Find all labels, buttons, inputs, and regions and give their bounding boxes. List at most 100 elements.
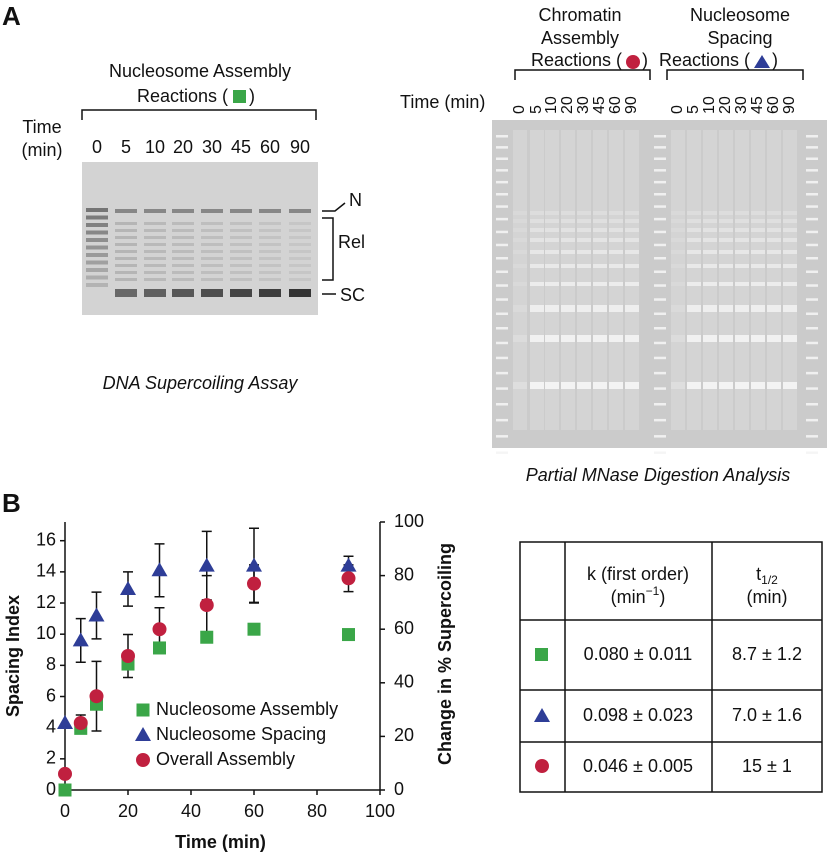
gel-band [545, 238, 559, 242]
gel-band [625, 238, 639, 242]
gel-band [625, 228, 639, 232]
lane-label: 60 [607, 96, 624, 114]
ladder-band [496, 205, 508, 208]
gel-band [671, 211, 685, 215]
lane-smear [577, 130, 591, 430]
ladder-band [806, 418, 818, 422]
gel-band [259, 289, 281, 297]
gel-band [86, 238, 108, 242]
gel-band [735, 282, 749, 286]
gel-band [625, 282, 639, 286]
gel-band [719, 282, 733, 286]
y-tick-label: 16 [36, 529, 56, 549]
triangle-icon [754, 55, 770, 68]
gel-band [259, 229, 281, 232]
lane-label: 60 [260, 137, 280, 157]
lane-smear [751, 130, 765, 430]
time-label: Time (min) [400, 92, 485, 112]
gel-band [115, 229, 137, 232]
x-tick-label: 40 [181, 801, 201, 821]
gel-band [230, 222, 252, 225]
ladder-band [806, 284, 818, 287]
lane-label: 20 [559, 96, 576, 114]
ladder-band [496, 284, 508, 287]
gel-title: Spacing [707, 28, 772, 48]
table-cell: 15 ± 1 [742, 756, 792, 776]
gel-band [593, 382, 607, 389]
gel-band [625, 382, 639, 389]
ladder-band [654, 135, 666, 138]
gel-band [767, 211, 781, 215]
gel-band [751, 335, 765, 342]
gel-band [735, 382, 749, 389]
time-label: (min) [22, 140, 63, 160]
gel-band [289, 209, 311, 213]
gel-band [561, 238, 575, 242]
gel-band [513, 211, 527, 215]
marker [89, 689, 104, 704]
gel-band [767, 250, 781, 254]
gel-band [671, 335, 685, 342]
gel-band [577, 282, 591, 286]
gel-band [783, 382, 797, 389]
gel-band [259, 257, 281, 260]
marker [58, 766, 72, 781]
gel-band [751, 305, 765, 312]
gel-band [671, 305, 685, 312]
gel-band [230, 289, 252, 297]
gel-band [86, 268, 108, 272]
ladder-band [654, 284, 666, 287]
lane-label: 10 [543, 96, 560, 114]
gel-band [735, 228, 749, 232]
gel-band [201, 278, 223, 281]
gel-band [719, 264, 733, 268]
gel-band [767, 382, 781, 389]
gel-band [201, 209, 223, 213]
gel-band [172, 236, 194, 239]
marker [247, 622, 261, 636]
gel-band [115, 222, 137, 225]
gel-band [751, 238, 765, 242]
ladder-band [496, 298, 508, 301]
ladder-band [496, 451, 508, 454]
bracket [514, 69, 651, 80]
gel-band [86, 230, 108, 235]
gel-band [230, 229, 252, 232]
gel-band [259, 264, 281, 267]
gel-band [577, 250, 591, 254]
gel-band [115, 243, 137, 246]
gel-band [561, 335, 575, 342]
gel-band [115, 236, 137, 239]
lane-smear [719, 130, 733, 430]
y-tick-label: 8 [46, 654, 56, 674]
gel-band [201, 222, 223, 225]
gel-band [751, 219, 765, 223]
gel-band [86, 208, 108, 212]
marker [57, 715, 73, 729]
gel-band [751, 250, 765, 254]
lane-label: 5 [121, 137, 131, 157]
gel-band [513, 335, 527, 342]
marker [340, 557, 357, 572]
gel-band [259, 236, 281, 239]
ladder-band [496, 193, 508, 196]
gel-band [767, 282, 781, 286]
gel-band [561, 282, 575, 286]
gel-band [259, 209, 281, 213]
gel-band [671, 382, 685, 389]
circle-icon [626, 55, 640, 69]
gel-band [561, 264, 575, 268]
gel-band [577, 335, 591, 342]
gel-band [609, 264, 623, 268]
y2-tick-label: 100 [394, 511, 424, 531]
gel-band [86, 215, 108, 220]
gel-band [687, 250, 701, 254]
gel-band [561, 250, 575, 254]
ladder-band [806, 356, 818, 360]
gel-band [513, 219, 527, 223]
ladder-band [654, 435, 666, 438]
gel-band [783, 305, 797, 312]
gel-title: Assembly [541, 28, 619, 48]
gel-band [230, 236, 252, 239]
lane-smear [609, 130, 623, 430]
